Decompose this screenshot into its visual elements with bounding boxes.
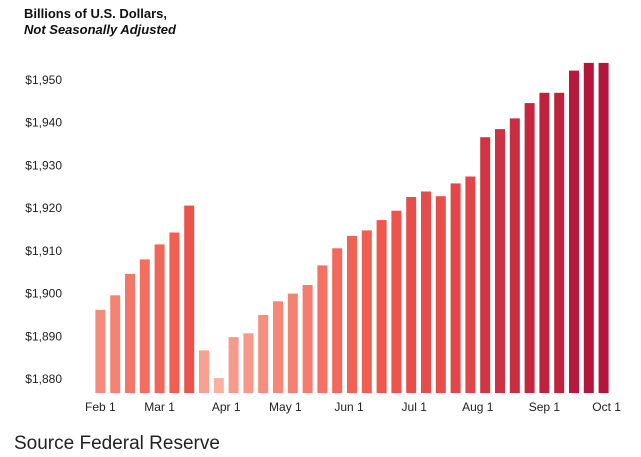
- bar: [361, 230, 372, 393]
- bar: [495, 129, 505, 393]
- bar: [154, 244, 165, 393]
- chart-subtitle: Not Seasonally Adjusted: [24, 22, 176, 37]
- x-tick-label: Oct 1: [592, 400, 621, 414]
- bar: [302, 285, 313, 393]
- y-tick-label: $1,900: [25, 287, 62, 301]
- bar: [139, 259, 150, 393]
- bar: [213, 378, 224, 393]
- bar: [554, 92, 565, 394]
- bar: [332, 248, 343, 393]
- x-tick-label: Aug 1: [462, 400, 494, 414]
- source-note: Source Federal Reserve: [14, 433, 220, 454]
- bar: [598, 62, 609, 394]
- bar: [317, 265, 328, 393]
- bar: [287, 293, 298, 393]
- bar: [184, 205, 195, 393]
- bar: [421, 191, 431, 393]
- bar: [391, 210, 402, 393]
- bar: [435, 196, 446, 393]
- x-tick-label: May 1: [269, 400, 302, 414]
- bar: [95, 309, 106, 393]
- bar: [539, 92, 550, 394]
- y-tick-label: $1,950: [25, 73, 62, 87]
- y-tick-label: $1,940: [25, 116, 62, 130]
- y-tick-label: $1,930: [25, 158, 62, 172]
- bar: [569, 70, 579, 393]
- x-tick-label: Sep 1: [529, 400, 561, 414]
- bar: [125, 273, 135, 393]
- bar: [524, 103, 535, 393]
- chart-title-block: Billions of U.S. Dollars, Not Seasonally…: [24, 6, 176, 38]
- bar: [243, 333, 254, 393]
- bar-chart: $1,880 $1,890 $1,900 $1,910 $1,920 $1,930 $1,9…: [25, 62, 621, 414]
- x-tick-label: Feb 1: [85, 400, 116, 414]
- bar: [169, 232, 180, 393]
- y-tick-label: $1,920: [25, 201, 62, 215]
- bar: [199, 350, 209, 393]
- bar: [465, 176, 476, 393]
- bar: [406, 197, 417, 393]
- y-tick-label: $1,890: [25, 329, 62, 343]
- x-tick-label: Apr 1: [212, 400, 241, 414]
- y-tick-label: $1,910: [25, 244, 62, 258]
- bar: [376, 220, 387, 393]
- x-tick-label: Jul 1: [402, 400, 428, 414]
- bar: [110, 295, 121, 393]
- bar: [450, 183, 461, 393]
- chart-title: Billions of U.S. Dollars,: [24, 6, 168, 21]
- bar: [509, 118, 520, 394]
- x-tick-label: Jun 1: [334, 400, 364, 414]
- bar: [228, 337, 239, 393]
- x-tick-label: Mar 1: [144, 400, 175, 414]
- bar: [347, 235, 357, 393]
- bar: [480, 137, 491, 393]
- y-tick-label: $1,880: [25, 372, 62, 386]
- bar: [273, 301, 283, 393]
- bar: [258, 314, 269, 393]
- bar: [583, 62, 594, 394]
